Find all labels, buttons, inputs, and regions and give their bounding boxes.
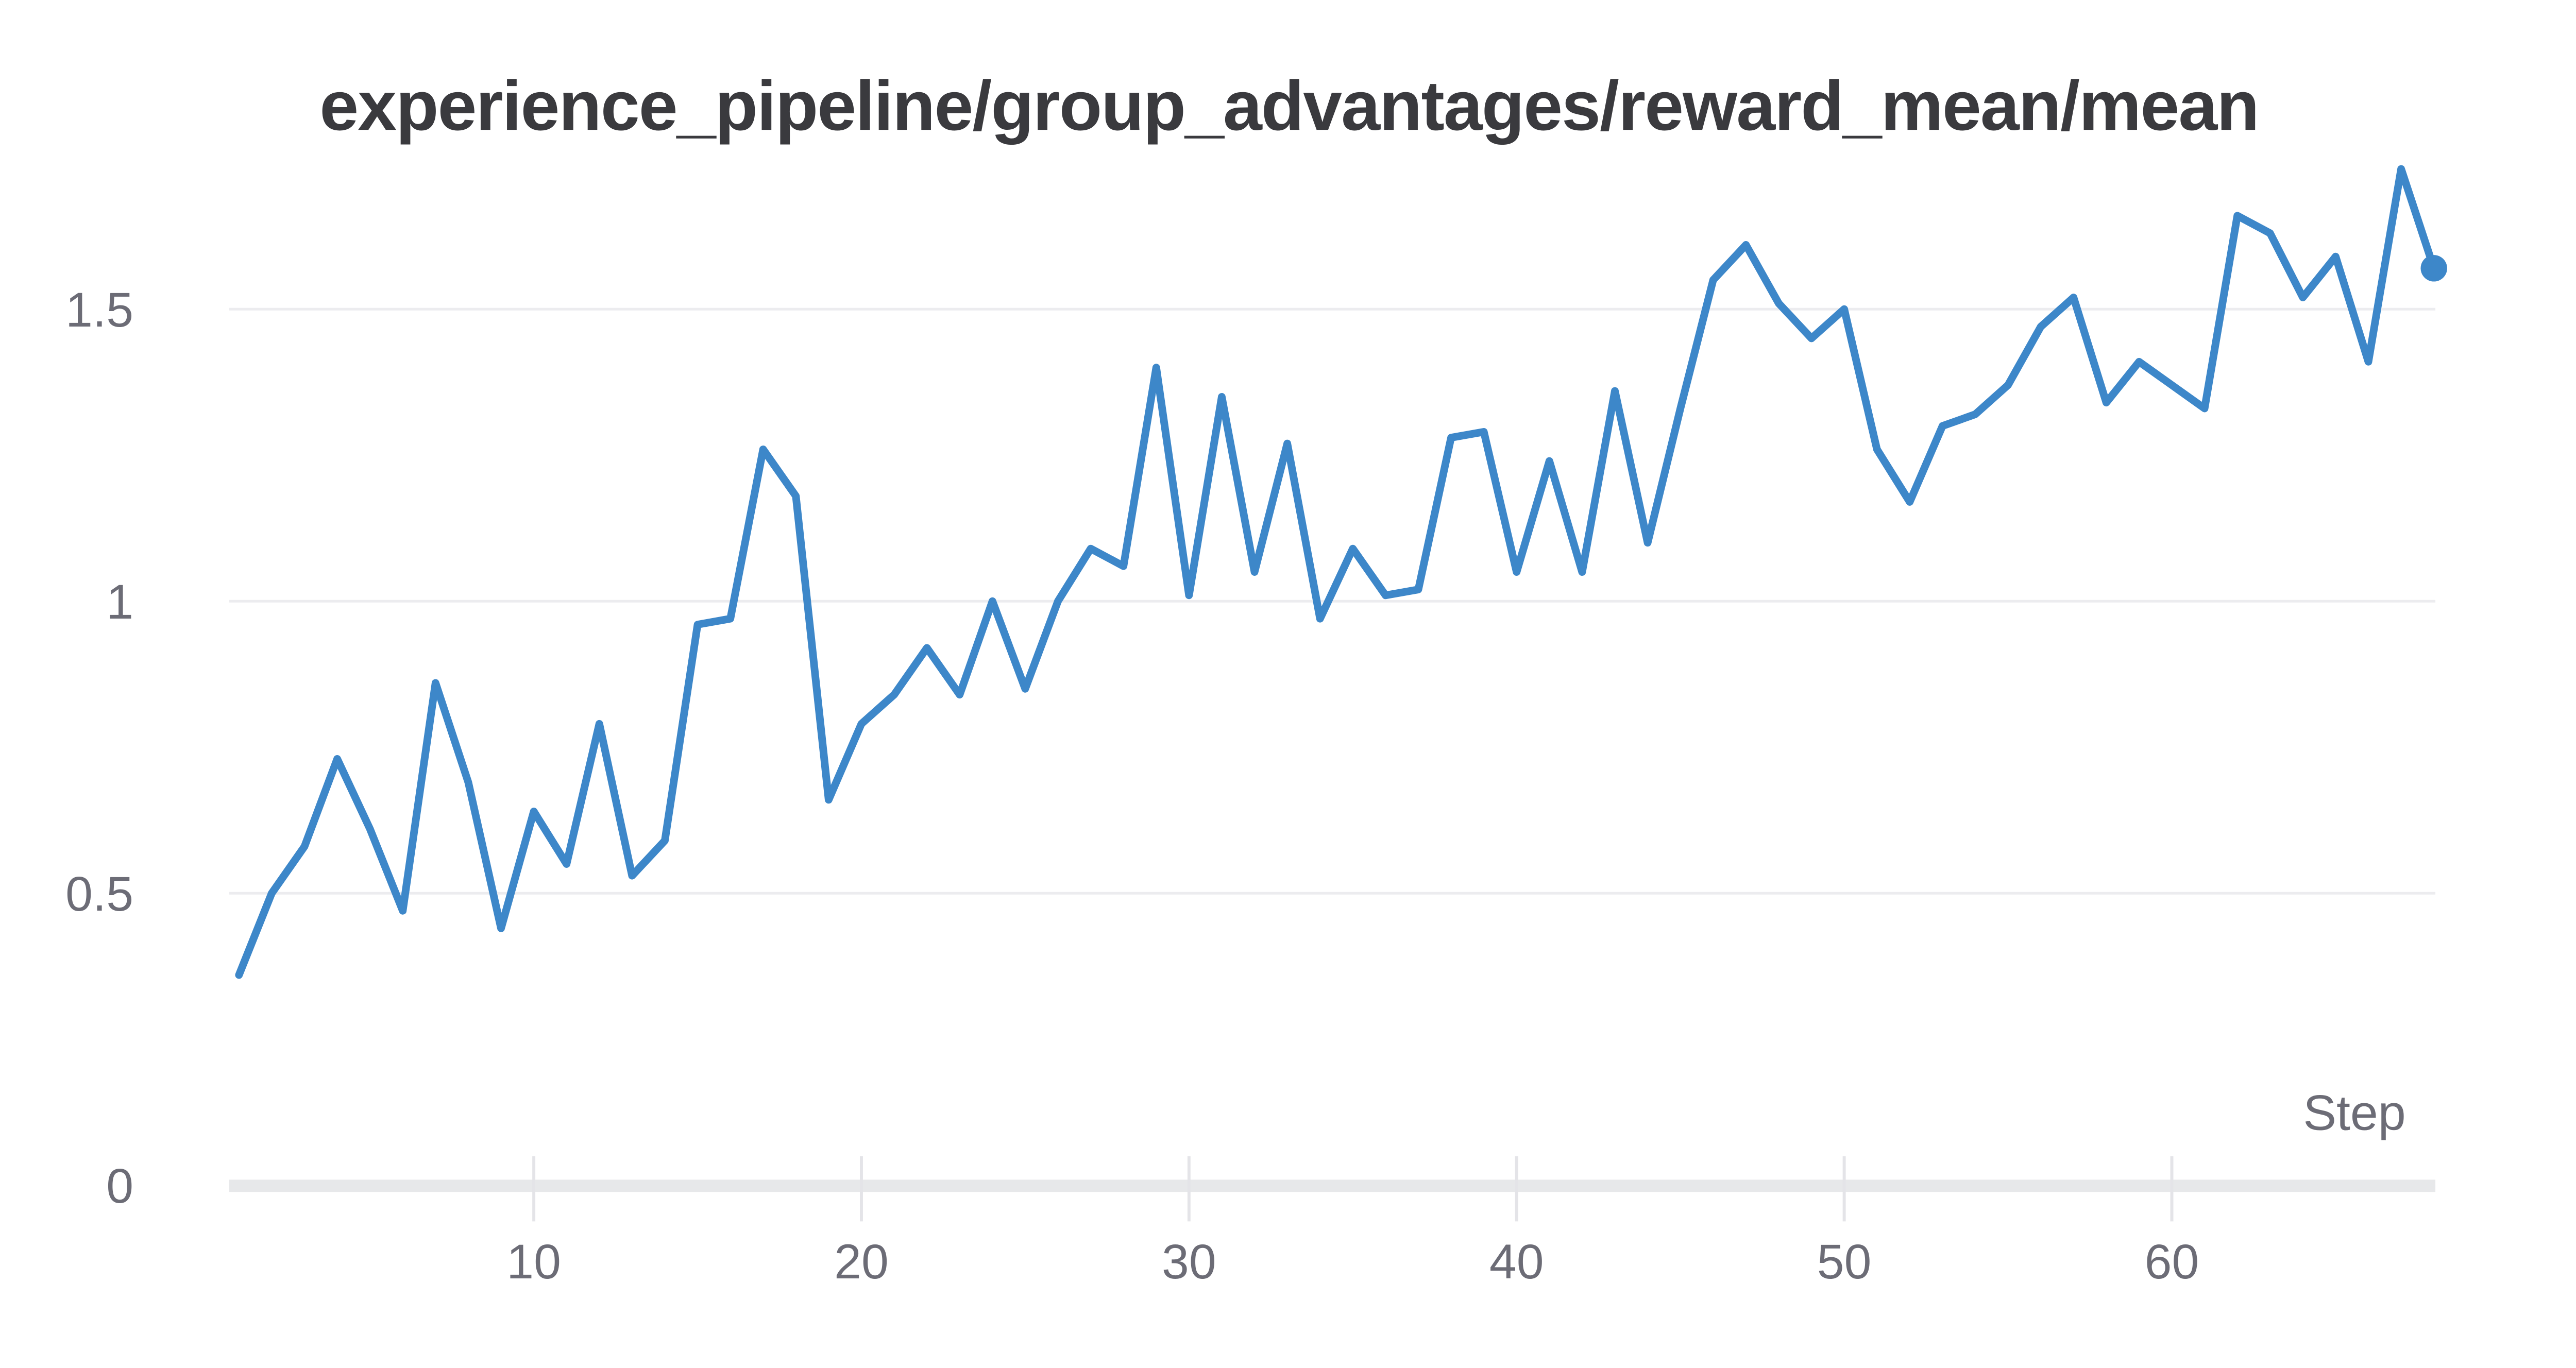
x-tick-label-60: 60 xyxy=(2145,1235,2199,1289)
y-tick-labels: 0 0.5 1 1.5 xyxy=(65,283,133,1213)
y-tick-label-1: 1 xyxy=(106,575,133,629)
series-endpoint-dot xyxy=(2420,255,2447,282)
x-axis-title: Step xyxy=(2303,1084,2405,1140)
x-tick-label-20: 20 xyxy=(834,1235,889,1289)
y-tick-label-0: 0 xyxy=(106,1159,133,1213)
x-tick-label-10: 10 xyxy=(506,1235,561,1289)
x-tick-label-40: 40 xyxy=(1489,1235,1544,1289)
y-tick-label-1.5: 1.5 xyxy=(65,283,133,337)
series-line xyxy=(235,165,2438,979)
y-tick-label-0.5: 0.5 xyxy=(65,867,133,921)
x-tick-label-30: 30 xyxy=(1162,1235,1216,1289)
chart-title: experience_pipeline/group_advantages/rew… xyxy=(319,66,2258,145)
x-tick-marks xyxy=(532,1156,2174,1222)
x-tick-labels: 10 20 30 40 50 60 xyxy=(506,1235,2199,1289)
x-tick-label-50: 50 xyxy=(1817,1235,1872,1289)
